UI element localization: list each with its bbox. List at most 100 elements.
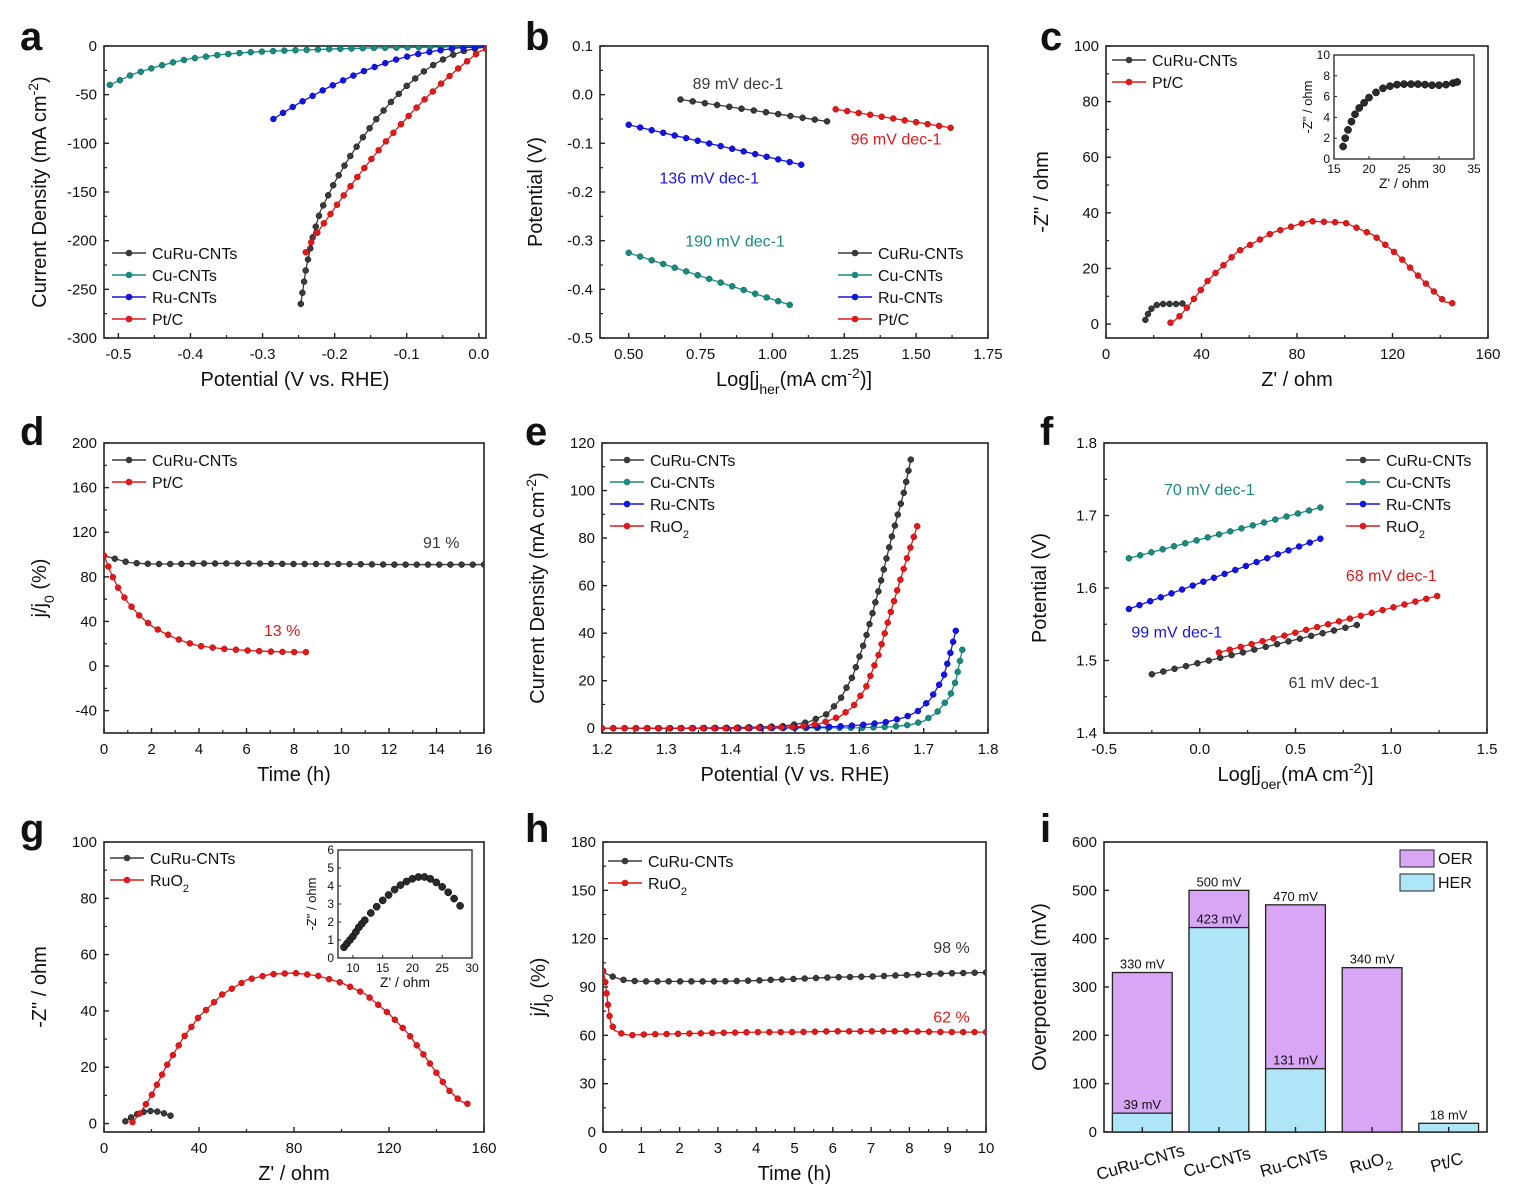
inset-y-tick-label: 0	[327, 951, 334, 965]
data-point	[705, 140, 713, 147]
data-point	[1330, 627, 1338, 634]
text-run: 14	[428, 741, 445, 758]
text-run: Cu-CNTs	[152, 268, 217, 285]
data-point	[1181, 540, 1189, 547]
series-Ru-CNTs	[625, 121, 805, 168]
text-run: 0.1	[572, 38, 593, 55]
data-point	[238, 979, 245, 987]
data-point	[319, 202, 327, 209]
annotation: 99 mV dec-1	[1131, 624, 1222, 641]
data-point	[913, 522, 921, 530]
data-point	[856, 653, 863, 660]
y-tick-label: -0.5	[567, 330, 593, 347]
data-point	[900, 489, 908, 497]
data-point	[299, 289, 306, 297]
data-point	[361, 164, 368, 172]
data-point	[180, 56, 188, 64]
inset-point	[456, 901, 464, 910]
data-point	[221, 645, 228, 653]
inset-x-tick-label: 20	[1362, 162, 1376, 176]
data-point	[406, 1033, 414, 1040]
data-point	[1256, 236, 1264, 243]
data-point	[778, 976, 786, 983]
text-run: 0	[1323, 152, 1330, 166]
text-run: Cu-CNTs	[1386, 475, 1451, 492]
data-point	[1205, 657, 1213, 664]
legend-marker	[125, 271, 133, 279]
data-point	[303, 971, 311, 978]
data-point	[832, 714, 840, 722]
text-run: -0.5	[1091, 741, 1117, 758]
data-point	[393, 46, 400, 51]
data-point	[867, 672, 874, 680]
data-point	[446, 1087, 453, 1095]
inset-point	[1442, 80, 1450, 89]
data-point	[129, 1118, 136, 1126]
y-tick-label: 1.8	[1076, 435, 1097, 452]
data-point	[1189, 582, 1196, 589]
data-point	[640, 1031, 648, 1038]
x-tick-label: Pt/C	[1428, 1149, 1465, 1176]
text-run: 68 mV dec-1	[1346, 568, 1437, 585]
x-tick-label: 1.00	[758, 346, 787, 363]
data-point	[834, 1028, 841, 1035]
text-run: Pt/C	[1152, 75, 1183, 92]
text-run: (%)	[29, 559, 51, 596]
data-point	[1237, 643, 1244, 651]
text-run: 0	[599, 1140, 607, 1157]
x-tick-label: 10	[978, 1140, 995, 1157]
data-point	[290, 560, 297, 568]
inset-x-tick-label: 25	[1397, 162, 1411, 176]
text-run: -Z" / ohm	[29, 946, 51, 1028]
data-point	[1266, 230, 1274, 238]
text-run: 100	[1074, 38, 1099, 55]
series-Pt/C	[832, 106, 954, 132]
data-point	[677, 724, 684, 732]
inset-x-tick-label: 15	[1327, 162, 1341, 176]
data-point	[1238, 525, 1245, 532]
data-point	[676, 978, 684, 985]
text-run: 0	[89, 38, 97, 55]
text-run: 100	[72, 834, 97, 851]
text-run: -0.3	[567, 233, 593, 250]
data-point	[1287, 223, 1295, 231]
data-point	[232, 646, 240, 653]
data-point	[940, 671, 948, 678]
y-tick-label: 0	[89, 1116, 97, 1133]
annotation: 190 mV dec-1	[685, 234, 785, 251]
text-run: Cu-CNTs	[878, 268, 943, 285]
inset-y-tick-label: 4	[1323, 110, 1330, 124]
text-run: 2	[147, 741, 155, 758]
y-tick-label: 60	[578, 578, 595, 595]
data-point	[160, 1110, 168, 1117]
data-point	[403, 53, 411, 60]
data-point	[982, 1028, 986, 1036]
data-point	[1246, 241, 1254, 249]
data-point	[381, 46, 389, 52]
data-point	[900, 565, 907, 573]
data-point	[267, 560, 275, 568]
legend-item-CuRu-CNTs: CuRu-CNTs	[608, 854, 733, 871]
y-tick-label: 80	[80, 569, 97, 586]
inset-point	[378, 896, 387, 905]
text-run: RuO	[150, 873, 183, 890]
data-point	[777, 1028, 784, 1036]
data-point	[360, 67, 368, 75]
data-point	[340, 192, 347, 199]
legend-marker	[125, 478, 133, 486]
data-point	[699, 724, 707, 732]
y-axis-label: j/j0 (%)	[528, 958, 556, 1018]
inset-x-label: Z' / ohm	[380, 974, 430, 990]
text-run: cm	[29, 95, 51, 122]
x-tick-label: 1.6	[849, 741, 870, 758]
y-tick-label: 90	[579, 979, 596, 996]
data-point	[1379, 606, 1386, 614]
series-line	[300, 46, 486, 305]
x-tick-label: 14	[428, 741, 445, 758]
data-point	[371, 63, 378, 71]
data-point	[688, 724, 695, 732]
data-point	[902, 1028, 910, 1035]
text-run: 120	[570, 435, 595, 452]
inset-x-tick-label: 15	[376, 961, 390, 975]
text-run: 20	[1082, 260, 1099, 277]
